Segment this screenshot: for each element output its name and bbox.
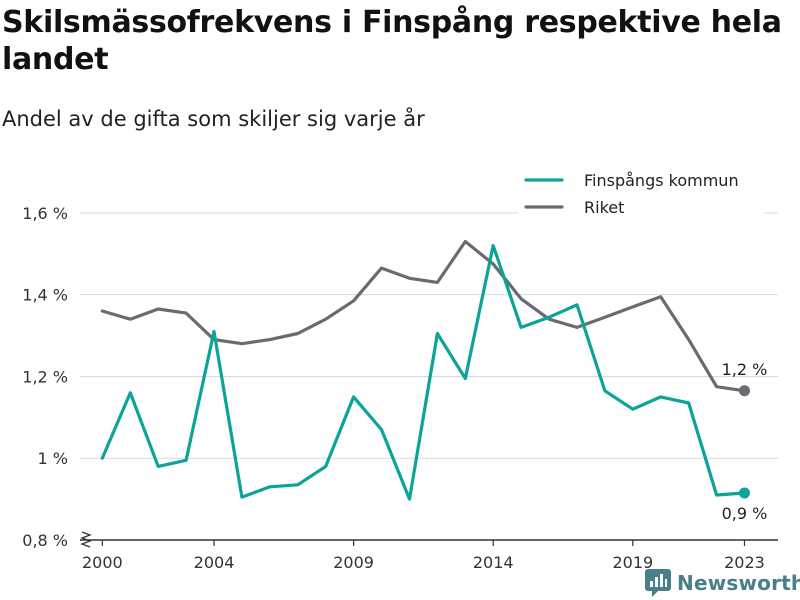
- x-tick-label: 2019: [612, 553, 653, 572]
- end-label-finspang: 0,9 %: [722, 504, 768, 523]
- end-point-riket: [738, 385, 750, 397]
- x-tick-label: 2000: [82, 553, 123, 572]
- y-tick-label: 1 %: [38, 449, 68, 468]
- newsworthy-logo: Newsworthy: [645, 568, 800, 598]
- brand-name: Newsworthy: [677, 571, 800, 595]
- end-labels: 1,2 % 0,9 %: [722, 360, 768, 523]
- x-tick-label: 2004: [194, 553, 235, 572]
- series-lines: [100, 239, 750, 501]
- x-axis: 2000 2004 2009 2014 2019 2023: [80, 539, 778, 572]
- y-tick-label: 1,4 %: [22, 286, 68, 305]
- chart-title: Skilsmässofrekvens i Finspång respektive…: [2, 5, 782, 77]
- chart-subtitle: Andel av de gifta som skiljer sig varje …: [2, 107, 425, 131]
- legend-background: [518, 166, 764, 218]
- y-axis: 0,8 % 1 % 1,2 % 1,4 % 1,6 %: [22, 204, 92, 550]
- series-line-riket: [100, 239, 747, 393]
- x-tick-label: 2014: [473, 553, 514, 572]
- legend: Finspångs kommun Riket: [518, 166, 764, 218]
- end-label-riket: 1,2 %: [722, 360, 768, 379]
- legend-label: Finspångs kommun: [584, 171, 739, 190]
- series-line-finspang: [100, 244, 747, 501]
- y-tick-label: 0,8 %: [22, 531, 68, 550]
- newsworthy-icon: [645, 569, 671, 597]
- y-tick-label: 1,6 %: [22, 204, 68, 223]
- y-tick-label: 1,2 %: [22, 367, 68, 386]
- x-tick-label: 2009: [333, 553, 374, 572]
- x-tick-label: 2023: [724, 553, 765, 572]
- legend-label: Riket: [584, 198, 624, 217]
- end-point-finspang: [738, 487, 750, 499]
